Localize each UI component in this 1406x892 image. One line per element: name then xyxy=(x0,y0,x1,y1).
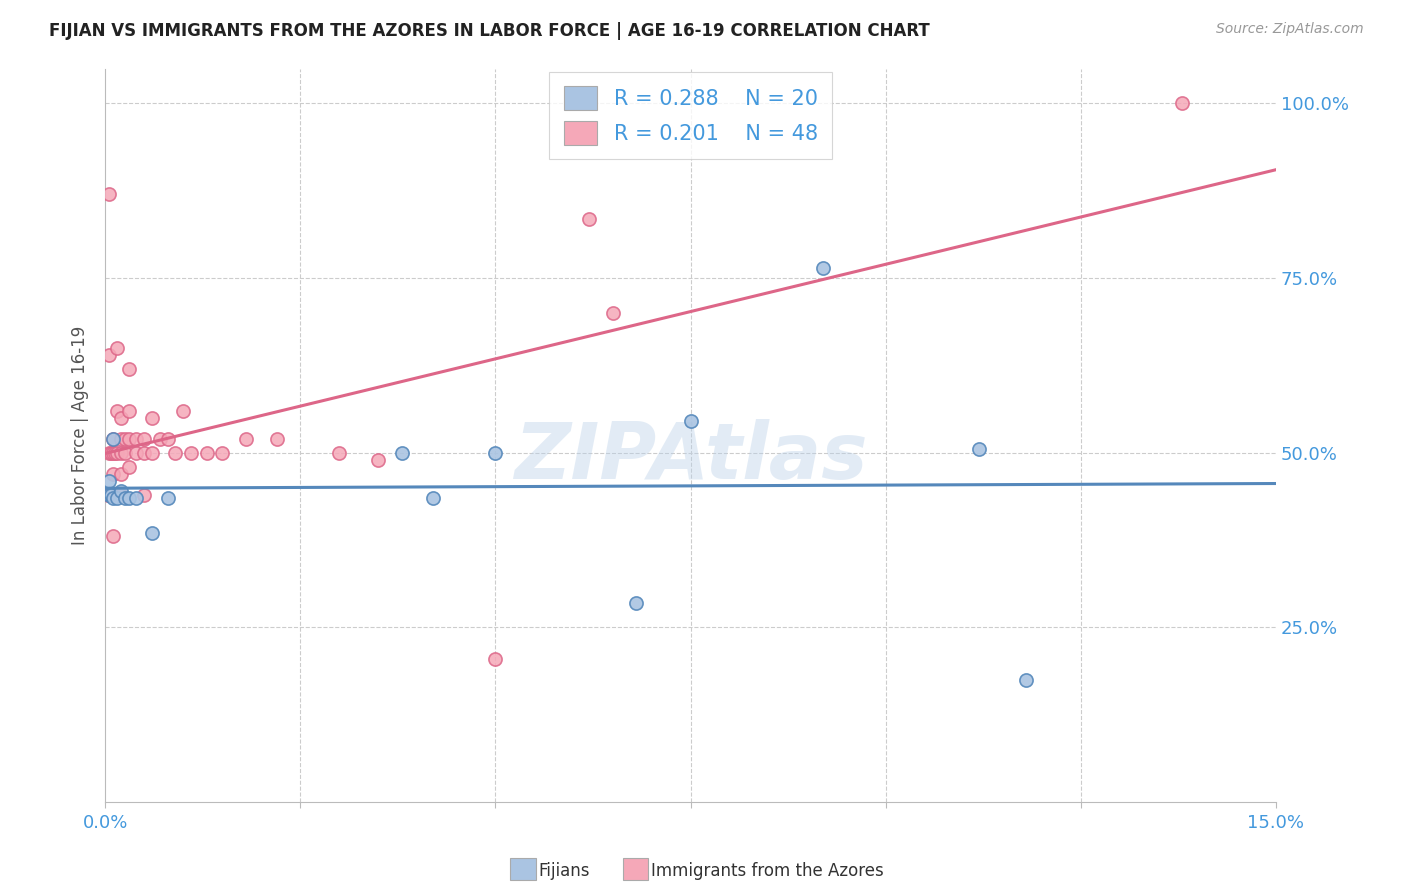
Text: Immigrants from the Azores: Immigrants from the Azores xyxy=(651,863,884,880)
Point xyxy=(624,596,647,610)
Point xyxy=(103,445,125,459)
Point xyxy=(98,487,121,501)
Point xyxy=(101,467,124,481)
Point xyxy=(117,491,139,505)
Point xyxy=(125,445,148,459)
Point xyxy=(101,491,124,505)
Point xyxy=(110,484,132,499)
Point xyxy=(117,432,139,446)
Point xyxy=(105,491,128,505)
Point xyxy=(266,432,288,446)
Point xyxy=(156,432,179,446)
Point xyxy=(156,491,179,505)
Point xyxy=(969,442,991,457)
Point xyxy=(180,445,202,459)
Point xyxy=(110,432,132,446)
Point xyxy=(117,362,139,376)
Point xyxy=(114,491,136,505)
Point xyxy=(114,432,136,446)
Point xyxy=(149,432,172,446)
Point xyxy=(1171,96,1194,111)
Point xyxy=(105,341,128,355)
Point xyxy=(101,445,124,459)
Point xyxy=(101,529,124,543)
Text: ZIPAtlas: ZIPAtlas xyxy=(513,419,868,495)
Point xyxy=(484,651,506,665)
Point xyxy=(134,487,156,501)
Point xyxy=(100,487,122,501)
Y-axis label: In Labor Force | Age 16-19: In Labor Force | Age 16-19 xyxy=(72,326,89,545)
Point xyxy=(578,211,600,226)
Point xyxy=(141,445,163,459)
Point xyxy=(211,445,233,459)
Point xyxy=(117,403,139,417)
Point xyxy=(100,445,122,459)
Text: FIJIAN VS IMMIGRANTS FROM THE AZORES IN LABOR FORCE | AGE 16-19 CORRELATION CHAR: FIJIAN VS IMMIGRANTS FROM THE AZORES IN … xyxy=(49,22,929,40)
Point xyxy=(101,487,124,501)
Point xyxy=(602,306,624,320)
Point xyxy=(484,445,506,459)
Point xyxy=(110,410,132,425)
Legend: R = 0.288    N = 20, R = 0.201    N = 48: R = 0.288 N = 20, R = 0.201 N = 48 xyxy=(548,71,832,160)
Point xyxy=(98,187,121,202)
Text: Fijians: Fijians xyxy=(538,863,591,880)
Point xyxy=(105,445,128,459)
Text: Source: ZipAtlas.com: Source: ZipAtlas.com xyxy=(1216,22,1364,37)
Point xyxy=(422,491,444,505)
Point xyxy=(165,445,187,459)
Point xyxy=(101,432,124,446)
Point xyxy=(328,445,350,459)
Point xyxy=(134,445,156,459)
Point xyxy=(114,445,136,459)
Point xyxy=(195,445,218,459)
Point xyxy=(125,432,148,446)
Point xyxy=(98,487,121,501)
Point xyxy=(172,403,194,417)
Point xyxy=(125,491,148,505)
Point xyxy=(141,410,163,425)
Point xyxy=(813,260,835,275)
Point xyxy=(117,459,139,474)
Point xyxy=(110,487,132,501)
Point xyxy=(110,445,132,459)
Point xyxy=(110,467,132,481)
Point xyxy=(391,445,413,459)
Point xyxy=(134,432,156,446)
Point xyxy=(679,414,702,428)
Point xyxy=(1015,673,1038,687)
Point xyxy=(101,432,124,446)
Point xyxy=(141,526,163,541)
Point xyxy=(235,432,257,446)
Point xyxy=(367,452,389,467)
Point xyxy=(98,445,121,459)
Point xyxy=(98,474,121,488)
Point xyxy=(105,403,128,417)
Point xyxy=(96,487,118,501)
Point xyxy=(98,348,121,362)
